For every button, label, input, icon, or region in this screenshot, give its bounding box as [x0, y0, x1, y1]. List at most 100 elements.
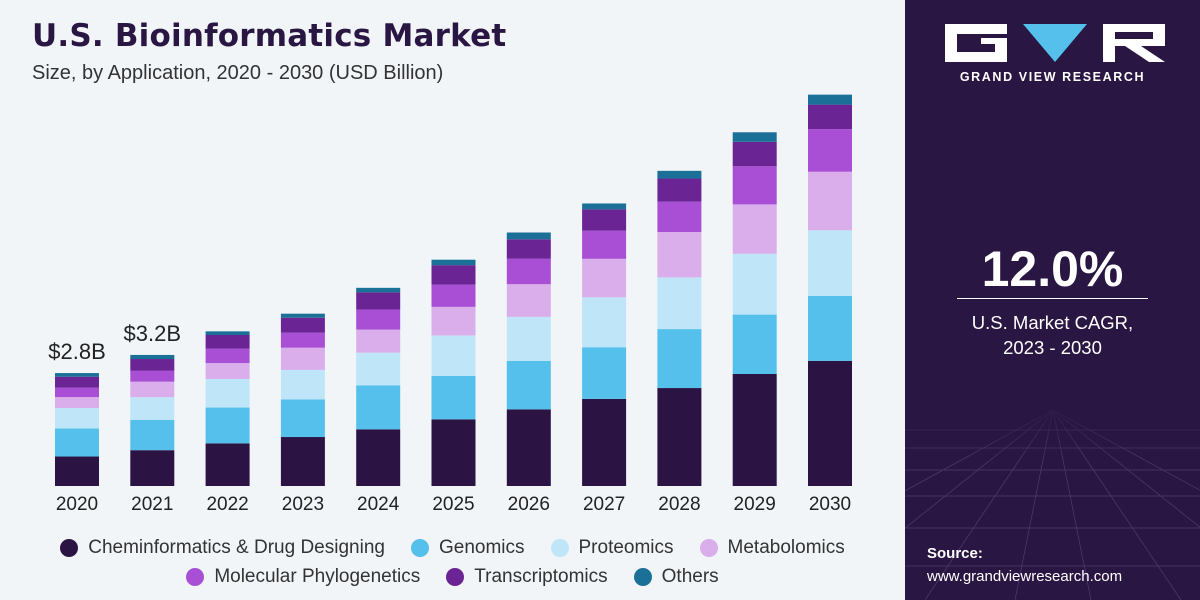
bar-segment — [808, 360, 852, 486]
x-tick-label: 2024 — [357, 494, 400, 515]
x-tick-label: 2025 — [432, 494, 474, 515]
bar-segment — [130, 381, 175, 398]
bar-segment — [506, 239, 551, 259]
x-tick-label: 2027 — [583, 494, 625, 515]
x-tick-label: 2028 — [658, 494, 700, 515]
bar-segment — [205, 407, 250, 444]
x-tick-label: 2023 — [282, 494, 324, 515]
bar-segment — [808, 129, 852, 172]
bar-segment — [55, 397, 99, 408]
cagr-label: U.S. Market CAGR, 2023 - 2030 — [905, 310, 1200, 360]
bar-segment — [356, 292, 401, 310]
bar-segment — [506, 232, 551, 240]
bars-layer — [55, 94, 852, 486]
bar-segment — [130, 370, 175, 382]
bar-segment — [356, 352, 401, 386]
x-tick-label: 2022 — [206, 494, 248, 515]
bar-segment — [55, 387, 99, 398]
legend-label: Others — [661, 565, 719, 587]
x-tick-label: 2026 — [508, 494, 550, 515]
legend-item: Proteomics — [550, 536, 674, 559]
x-tick-labels-layer: 2020 2021 2022 2023 2024 2025 2026 2027 2028 2029… — [56, 494, 851, 515]
bar-segment — [732, 314, 777, 374]
bar-segment — [582, 209, 627, 231]
bar-segment — [130, 354, 175, 360]
bar-segment — [356, 287, 401, 293]
info-panel: GRAND VIEW RESEARCH 12.0% U.S. Market CA… — [905, 0, 1200, 600]
bar-segment — [506, 258, 551, 285]
chart-subtitle: Size, by Application, 2020 - 2030 (USD B… — [32, 62, 444, 84]
legend-label: Metabolomics — [727, 536, 845, 558]
bar-segment — [808, 230, 852, 296]
x-tick-label: 2029 — [734, 494, 776, 515]
bar-segment — [356, 329, 401, 353]
bar-segment — [506, 316, 551, 361]
bar-segment — [657, 232, 702, 278]
chart-area: U.S. Bioinformatics Market Size, by Appl… — [0, 0, 905, 600]
legend-label: Proteomics — [578, 536, 674, 558]
legend-item: Others — [633, 565, 719, 588]
bar-segment — [506, 360, 551, 410]
legend-dot-icon — [410, 538, 429, 557]
bar-segment — [582, 297, 627, 348]
bar-segment — [732, 373, 777, 486]
bar-segment — [808, 104, 852, 130]
chart-title: U.S. Bioinformatics Market — [32, 18, 507, 54]
source-label: Source: — [927, 545, 983, 562]
bar-segment — [657, 277, 702, 330]
legend-row: Molecular Phylogenetics Transcriptomics Ot… — [0, 562, 905, 591]
brand-name: GRAND VIEW RESEARCH — [959, 70, 1146, 84]
bar-segment — [657, 178, 702, 202]
legend-dot-icon — [550, 538, 569, 557]
bar-segment — [205, 348, 250, 364]
bar-segment — [205, 363, 250, 379]
legend-label: Cheminformatics & Drug Designing — [88, 536, 385, 558]
bar-segment — [280, 399, 325, 438]
bar-segment — [732, 132, 777, 142]
bar-segment — [205, 331, 250, 335]
bar-segment — [130, 397, 175, 420]
bar-segment — [205, 334, 250, 349]
data-label: $3.2B — [124, 321, 182, 346]
bar-segment — [55, 408, 99, 429]
bar-segment — [582, 347, 627, 399]
bar-segment — [280, 369, 325, 400]
bar-segment — [732, 253, 777, 315]
bar-segment — [582, 230, 627, 259]
bar-segment — [657, 201, 702, 233]
legend-label: Molecular Phylogenetics — [214, 565, 421, 587]
bar-segment — [431, 335, 476, 376]
bar-segment — [582, 398, 627, 486]
bar-segment — [280, 332, 325, 348]
bar-segment — [130, 419, 175, 451]
bar-segment — [431, 259, 476, 266]
x-tick-label: 2030 — [809, 494, 851, 515]
legend-item: Genomics — [410, 537, 525, 559]
bar-segment — [506, 284, 551, 317]
bar-segment — [506, 409, 551, 486]
bar-segment — [280, 437, 325, 486]
stacked-bar-chart: $2.8B$3.2B 2020 2021 2022 2023 2024 2025 2026 2… — [48, 94, 852, 515]
bar-segment — [808, 94, 852, 105]
source-link[interactable]: www.grandviewresearch.com — [927, 568, 1123, 585]
bar-segment — [280, 313, 325, 318]
legend-dot-icon — [186, 567, 205, 586]
legend-item: Cheminformatics & Drug Designing — [60, 537, 385, 559]
bar-segment — [356, 429, 401, 486]
legend-item: Transcriptomics — [446, 566, 608, 588]
bar-segment — [431, 284, 476, 307]
bar-segment — [55, 373, 99, 377]
bar-segment — [431, 306, 476, 336]
bar-segment — [431, 265, 476, 285]
legend-dot-icon — [633, 567, 652, 586]
bar-segment — [280, 347, 325, 370]
bar-segment — [130, 450, 175, 486]
bar-segment — [356, 385, 401, 430]
legend-dot-icon — [699, 538, 718, 557]
legend-item: Metabolomics — [699, 536, 845, 559]
bar-segment — [657, 170, 702, 179]
legend: Cheminformatics & Drug Designing Genomics… — [0, 533, 905, 591]
gvr-logo-icon — [945, 24, 1165, 62]
bar-segment — [55, 376, 99, 388]
bar-segment — [431, 419, 476, 486]
